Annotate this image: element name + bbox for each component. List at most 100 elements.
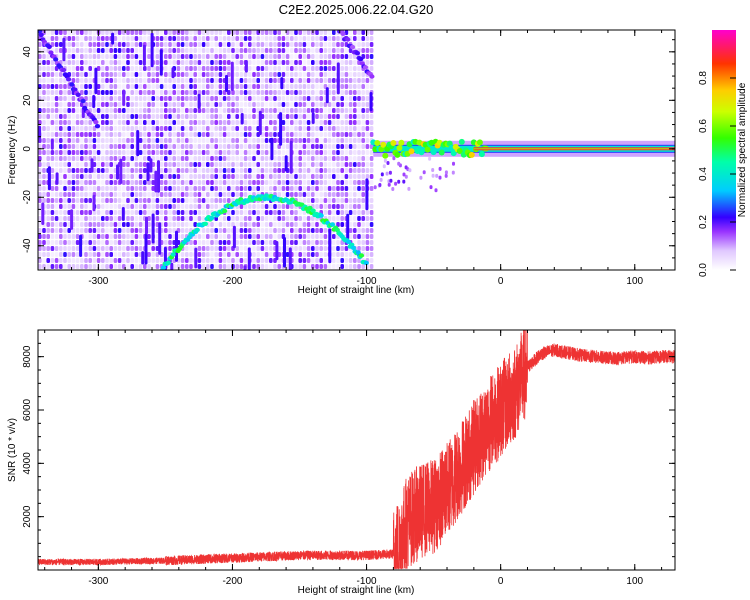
spectrogram-cell xyxy=(206,54,210,59)
spectrogram-cell xyxy=(357,30,361,35)
spectrogram-cell xyxy=(109,264,113,269)
spectrogram-cell xyxy=(172,54,176,59)
spectrogram-cell xyxy=(340,102,344,107)
spectrogram-cell xyxy=(151,120,155,125)
spectrogram-cell xyxy=(332,168,336,173)
spectrogram-cell xyxy=(273,36,277,41)
spectrogram-cell xyxy=(109,180,113,185)
spectrogram-cell xyxy=(109,108,113,113)
spectrogram-cell xyxy=(130,252,134,257)
spectrogram-cell xyxy=(243,132,248,137)
carrier-scatter xyxy=(373,185,377,190)
spectrogram-cell xyxy=(340,132,344,137)
snr-frame xyxy=(37,329,676,571)
spectrogram-cell xyxy=(185,96,189,101)
spectrogram-cell xyxy=(210,252,214,257)
carrier-scatter xyxy=(429,185,433,190)
spectrogram-cell xyxy=(168,192,172,197)
spectrogram-cell xyxy=(126,66,130,71)
spectrogram-cell xyxy=(281,66,286,71)
spectrogram-cell xyxy=(311,186,315,191)
spectrogram-cell xyxy=(206,240,210,245)
spectrogram-cell xyxy=(327,42,332,47)
spectrogram-cell xyxy=(193,222,197,227)
spectrogram-cell xyxy=(214,204,218,209)
spectrogram-cell xyxy=(269,132,273,137)
spectrogram-streak xyxy=(283,237,286,268)
spectrogram-cell xyxy=(353,66,357,71)
spectrogram-cell xyxy=(264,84,269,89)
spectrogram-cell xyxy=(75,222,80,227)
spectrogram-cell xyxy=(264,90,269,95)
spectrogram-cell xyxy=(369,60,374,65)
spectrogram-cell xyxy=(71,60,76,65)
spectrogram-cell xyxy=(248,60,252,65)
spectrogram-cell xyxy=(260,216,265,221)
spectrogram-cell xyxy=(151,84,155,89)
spectrogram-cell xyxy=(164,90,168,95)
spectrogram-cell xyxy=(264,150,269,155)
spectrogram-cell xyxy=(180,60,185,65)
spectrogram-cell xyxy=(206,90,210,95)
spectrogram-cell xyxy=(277,30,281,35)
spectrogram-cell xyxy=(189,168,193,173)
spectrogram-cell xyxy=(143,30,147,35)
spectrogram-cell xyxy=(361,222,365,227)
spectrogram-cell xyxy=(227,228,231,233)
spectrogram-cell xyxy=(59,222,63,227)
spectrogram-cell xyxy=(260,60,265,65)
snr-line-group xyxy=(38,330,675,570)
spectrogram-cell xyxy=(353,186,357,191)
spectrogram-cell xyxy=(88,264,92,269)
spectrogram-cell xyxy=(344,150,349,155)
spectrogram-cell xyxy=(50,150,55,155)
spectrogram-cell xyxy=(130,222,134,227)
spectrogram-cell xyxy=(344,258,349,263)
spectrogram-cell xyxy=(281,54,286,59)
spectrogram-cell xyxy=(239,264,244,269)
spectrogram-cell xyxy=(67,42,71,47)
spectrogram-cell xyxy=(155,72,160,77)
spectrogram-cell xyxy=(168,204,172,209)
spectrogram-cell xyxy=(88,138,92,143)
spectrogram-cell xyxy=(46,222,50,227)
spectrogram-cell xyxy=(172,48,176,53)
spectrogram-cell xyxy=(243,30,248,35)
spectrogram-cell xyxy=(298,192,302,197)
spectrogram-cell xyxy=(353,30,357,35)
spectrogram-cell xyxy=(80,60,84,65)
spectrogram-cell xyxy=(332,258,336,263)
spectrogram-cell xyxy=(59,180,63,185)
spectrogram-cell xyxy=(290,216,294,221)
spectrogram-cell xyxy=(235,180,239,185)
spectrogram-cell xyxy=(315,180,319,185)
spectrogram-cell xyxy=(235,120,239,125)
spectrogram-cell xyxy=(269,180,273,185)
spectrogram-cell xyxy=(269,252,273,257)
carrier-blob xyxy=(378,146,385,153)
spectrogram-cell xyxy=(260,162,265,167)
spectrogram-cell xyxy=(63,120,67,125)
spectrogram-cell xyxy=(46,108,50,113)
spectrogram-cell xyxy=(63,168,67,173)
spectrogram-cell xyxy=(84,90,88,95)
spectrogram-cell xyxy=(155,144,160,149)
spectrogram-cell xyxy=(273,54,277,59)
spectrogram-cell xyxy=(285,150,290,155)
spectrogram-cell xyxy=(332,198,336,203)
spectrogram-cell xyxy=(281,174,286,179)
spectrogram-cell xyxy=(168,54,172,59)
spectrogram-cell xyxy=(80,186,84,191)
spectrogram-cell xyxy=(222,162,227,167)
spectrogram-cell xyxy=(96,234,101,239)
spectrogram-cell xyxy=(113,48,118,53)
spectrogram-cell xyxy=(353,84,357,89)
spectrogram-cell xyxy=(256,84,260,89)
spectrogram-cell xyxy=(67,192,71,197)
spectrogram-cell xyxy=(302,162,307,167)
spectrogram-cell xyxy=(273,228,277,233)
spectrogram-cell xyxy=(206,264,210,269)
spectrogram-cell xyxy=(143,108,147,113)
spectrogram-cell xyxy=(214,144,218,149)
spectrogram-cell xyxy=(101,180,105,185)
